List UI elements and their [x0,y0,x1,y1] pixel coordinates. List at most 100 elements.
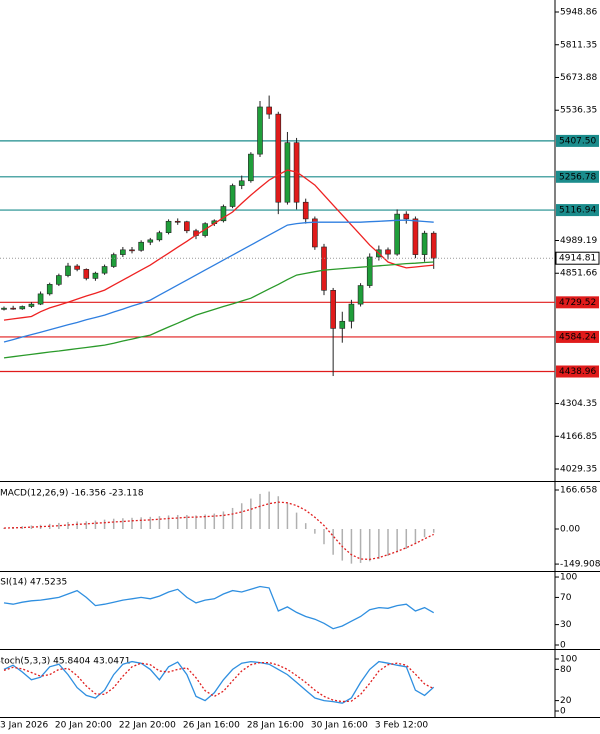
current-price-label: 4914.81 [559,254,596,264]
candle-body [348,303,355,322]
histogram-bar [158,516,161,530]
histogram-bar [94,520,97,530]
histogram-bar [58,522,60,530]
indicator-line [3,261,434,359]
histogram-bar [341,529,344,561]
candle-body [1,307,7,310]
y-tick-label: 4989.19 [560,236,597,246]
y-tick-label: 4851.66 [560,269,597,279]
y-tick-label: 5811.35 [560,40,597,50]
candle-body [56,275,62,285]
candle-body [430,232,437,259]
candle-body [110,254,117,267]
y-tick-label: 4029.35 [560,465,597,475]
x-tick-label: 3 Jan 2026 [0,721,48,731]
histogram-bar [21,526,24,530]
current-price-box [555,251,600,265]
indicator-line [3,501,434,561]
level-label: 4584.24 [559,332,596,342]
histogram-bar [103,519,106,530]
candle-body [74,265,80,270]
level-label-box [556,170,599,183]
y-tick-label: 5673.88 [560,73,597,83]
histogram-bar [186,514,188,530]
indicator-line [3,219,434,343]
histogram-bar [332,529,334,555]
candle-body [92,272,99,279]
level-label: 5116.94 [559,206,596,216]
y-tick-label: 166.658 [560,486,597,496]
histogram-bar [149,516,152,530]
x-tick-label: 30 Jan 16:00 [311,721,368,731]
x-tick-label: 26 Jan 16:00 [183,721,240,731]
histogram-bar [314,529,316,534]
candle-body [248,153,254,182]
histogram-bar [204,514,206,530]
histogram-bar [30,525,33,530]
candle-body [403,213,410,220]
x-tick-label: 20 Jan 20:00 [55,721,112,731]
histogram-bar [176,514,179,530]
panel-title: MACD(12,26,9) -16.356 -23.118 [0,489,144,499]
histogram-bar [277,496,280,530]
level-label-box [556,330,599,343]
candle-body [357,285,364,305]
histogram-bar [432,529,435,533]
histogram-bar [222,511,225,530]
histogram-bar [195,515,197,530]
indicator-line [3,169,434,321]
histogram-bar [3,527,5,530]
histogram-bar [131,517,133,530]
candle-body [321,246,327,291]
candle-body [138,241,144,251]
level-label-box [556,365,599,378]
candle-body [184,221,190,232]
histogram-bar [304,523,307,530]
candle-body [129,249,135,252]
candle-body [147,239,154,243]
x-tick-label: 3 Feb 12:00 [375,721,429,731]
indicator-line [3,585,435,630]
y-tick-label: 0 [560,707,566,717]
candle-body [412,218,419,255]
candle-body [65,265,71,276]
histogram-bar [405,529,408,549]
candle-body [275,113,282,203]
level-label-box [556,204,599,217]
candle-body [302,201,309,220]
y-tick-label: 20 [560,696,572,706]
panel-title: RSI(14) 47.5235 [0,578,67,588]
y-tick-label: 4166.85 [560,432,597,442]
y-tick-label: 5948.86 [560,8,597,18]
candle-body [120,249,126,255]
histogram-bar [295,512,298,530]
candle-body [366,256,373,286]
candle-body [101,266,108,274]
histogram-bar [250,498,252,530]
histogram-bar [85,521,88,530]
candle-body [339,320,346,329]
y-tick-label: 4304.35 [560,399,597,409]
level-label-box [556,296,599,309]
candle-body [28,303,35,307]
histogram-bar [259,493,261,530]
candle-body [19,306,26,310]
y-tick-label: 5536.35 [560,106,597,116]
candle-body [220,206,227,222]
histogram-bar [378,529,380,559]
y-tick-label: 80 [560,665,572,675]
level-label: 4438.96 [559,367,596,377]
y-tick-label: 100 [560,573,577,583]
histogram-bar [213,513,216,530]
candle-body [238,180,245,186]
candle-body [10,307,16,310]
candle-body [165,220,172,233]
histogram-bar [423,529,426,538]
histogram-bar [240,503,243,530]
y-tick-label: 0 [560,641,566,651]
histogram-bar [268,491,270,530]
indicator-line [3,661,434,703]
level-label: 4729.52 [559,298,596,308]
candle-body [266,106,272,115]
